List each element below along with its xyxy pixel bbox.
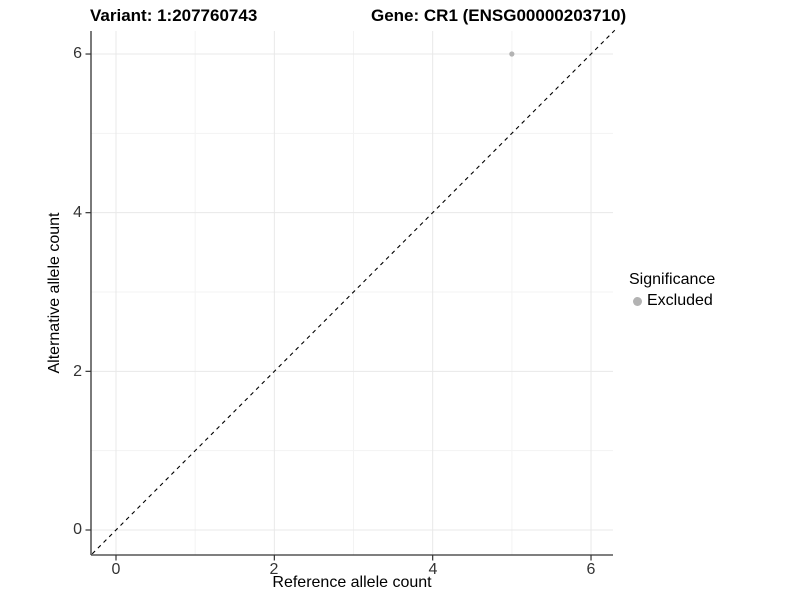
y-tick-label-2: 2	[73, 363, 82, 380]
x-tick-label-4: 4	[428, 561, 438, 578]
legend-item-excluded: Excluded	[629, 292, 799, 310]
x-tick-label-0: 0	[111, 561, 121, 578]
plot-title-gene: Gene: CR1 (ENSG00000203710)	[371, 6, 627, 25]
y-axis-title: Alternative allele count	[46, 212, 63, 374]
data-point	[509, 51, 515, 57]
y-tick-label-4: 4	[73, 204, 82, 221]
x-axis-title: Reference allele count	[272, 574, 432, 591]
x-tick-label-6: 6	[586, 561, 596, 578]
legend-item-label: Excluded	[647, 292, 713, 309]
y-tick-label-0: 0	[73, 521, 82, 538]
plot-title-variant: Variant: 1:207760743	[90, 6, 258, 25]
y-tick-label-6: 6	[73, 45, 82, 62]
legend: Significance Excluded	[629, 271, 799, 310]
legend-title: Significance	[629, 271, 716, 288]
legend-point-icon	[633, 296, 642, 306]
x-tick-label-2: 2	[269, 561, 279, 578]
